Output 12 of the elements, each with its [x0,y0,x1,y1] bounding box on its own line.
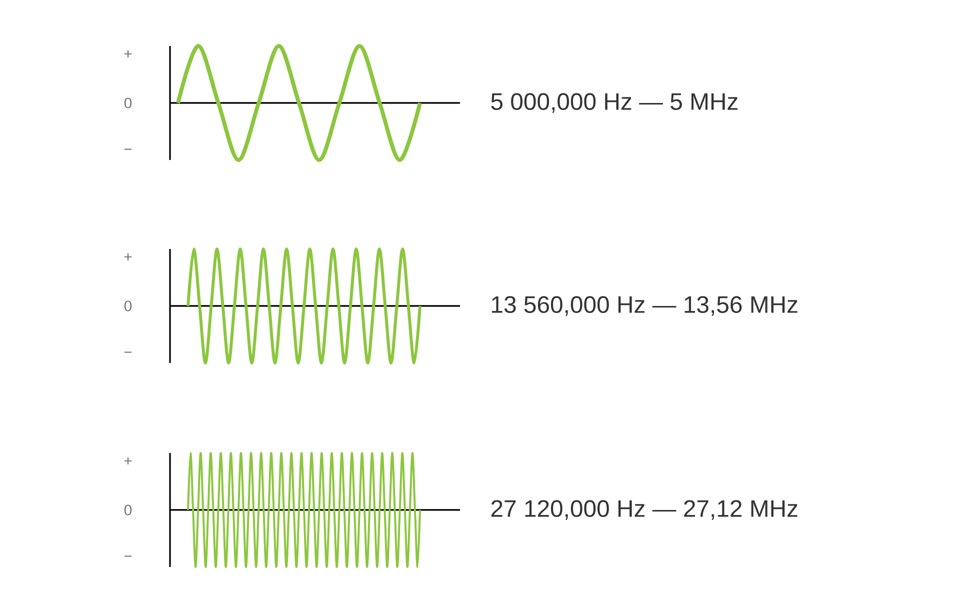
text: 5 000,000 Hz — 5 MHz [491,93,738,113]
text: 0 [124,504,132,516]
text: + [124,457,132,465]
text: 0 [124,98,132,108]
text: 27 120,000 Hz — 27,12 MHz [491,500,798,520]
text: − [124,556,132,557]
text: − [124,148,132,150]
text: 13 560,000 Hz — 13,56 MHz [492,296,798,316]
text: + [124,50,132,58]
text: 0 [124,300,132,312]
text: + [124,253,132,261]
text: − [124,352,132,353]
